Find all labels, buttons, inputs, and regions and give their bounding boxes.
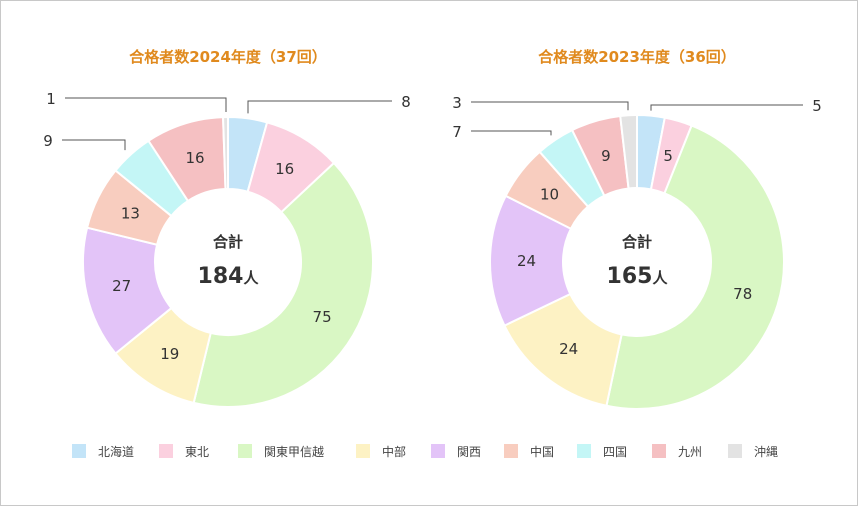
legend-label: 関東甲信越	[264, 445, 324, 459]
legend-swatch	[504, 444, 518, 458]
legend-item: 沖縄	[728, 444, 778, 459]
leader-line	[650, 104, 803, 111]
external-labels-2024: 8 9 1	[43, 90, 411, 151]
chart-title-2024: 合格者数2024年度（37回）	[128, 48, 327, 66]
center-total-2023: 165人	[607, 264, 669, 289]
external-value-label: 1	[46, 90, 56, 108]
segments-2024	[82, 115, 374, 408]
legend-swatch	[431, 444, 445, 458]
legend-item: 関西	[431, 444, 481, 459]
legend-label: 中部	[382, 444, 406, 459]
legend-item: 中部	[356, 444, 406, 459]
legend-swatch	[159, 444, 173, 458]
center-total-2024: 184人	[198, 264, 260, 289]
leader-line	[247, 100, 392, 114]
leader-line	[471, 130, 552, 136]
segment-value-label: 9	[601, 147, 611, 165]
legend-swatch	[72, 444, 86, 458]
segment-value-label: 27	[112, 277, 131, 295]
donut-segment-2023-2	[605, 124, 785, 410]
segment-value-label: 13	[121, 205, 140, 223]
legend-label: 沖縄	[754, 444, 778, 459]
donut-chart-2023: 合格者数2023年度（36回） 5 78 24 24 10 9 5 7 3 合計 165人	[452, 48, 822, 410]
external-value-label: 9	[43, 132, 53, 150]
legend-item: 九州	[652, 444, 702, 459]
center-total-unit-2023: 人	[652, 269, 668, 287]
external-value-label: 5	[812, 97, 822, 115]
legend-swatch	[728, 444, 742, 458]
center-total-number-2023: 165	[607, 264, 653, 289]
external-value-label: 7	[452, 123, 462, 141]
leader-line	[65, 97, 227, 113]
external-value-label: 3	[452, 94, 462, 112]
center-total-unit-2024: 人	[243, 269, 259, 287]
legend-item: 中国	[504, 444, 554, 459]
legend-label: 東北	[185, 445, 209, 459]
legend-swatch	[238, 444, 252, 458]
legend: 北海道 東北 関東甲信越 中部 関西 中国 四国 九州 沖縄	[72, 444, 778, 459]
legend-item: 東北	[159, 444, 209, 459]
center-label-2024: 合計	[212, 233, 243, 251]
legend-label: 北海道	[98, 444, 134, 459]
legend-label: 四国	[603, 445, 627, 459]
legend-item: 四国	[577, 444, 627, 459]
legend-swatch	[652, 444, 666, 458]
donut-segment-2023-8	[619, 113, 638, 190]
leader-line	[471, 101, 629, 111]
chart-title-2023: 合格者数2023年度（36回）	[537, 48, 736, 66]
segment-value-label: 75	[313, 308, 332, 326]
leader-line	[62, 139, 126, 151]
segments-2023	[489, 113, 785, 410]
segment-labels-2024: 16 75 19 27 13 16	[112, 149, 332, 363]
segment-value-label: 24	[559, 340, 578, 358]
legend-swatch	[577, 444, 591, 458]
donut-segment-2024-2	[192, 161, 374, 408]
donut-chart-2024: 合格者数2024年度（37回） 16 75 19 27 13 16 8 9 1 合計 184人	[43, 48, 411, 408]
external-labels-2023: 5 7 3	[452, 94, 822, 141]
donut-segment-2024-8	[222, 115, 229, 191]
legend-swatch	[356, 444, 370, 458]
center-total-number-2024: 184	[198, 264, 244, 289]
legend-label: 関西	[457, 445, 481, 459]
center-label-2023: 合計	[621, 233, 652, 251]
segment-labels-2023: 5 78 24 24 10 9	[517, 147, 752, 358]
segment-value-label: 19	[160, 345, 179, 363]
external-value-label: 8	[401, 93, 411, 111]
legend-label: 九州	[678, 445, 702, 459]
legend-label: 中国	[530, 444, 554, 459]
legend-item: 関東甲信越	[238, 444, 324, 459]
segment-value-label: 24	[517, 252, 536, 270]
segment-value-label: 78	[733, 285, 752, 303]
segment-value-label: 5	[663, 147, 673, 165]
segment-value-label: 16	[185, 149, 204, 167]
legend-item: 北海道	[72, 444, 134, 459]
segment-value-label: 10	[540, 186, 559, 204]
segment-value-label: 16	[275, 160, 294, 178]
